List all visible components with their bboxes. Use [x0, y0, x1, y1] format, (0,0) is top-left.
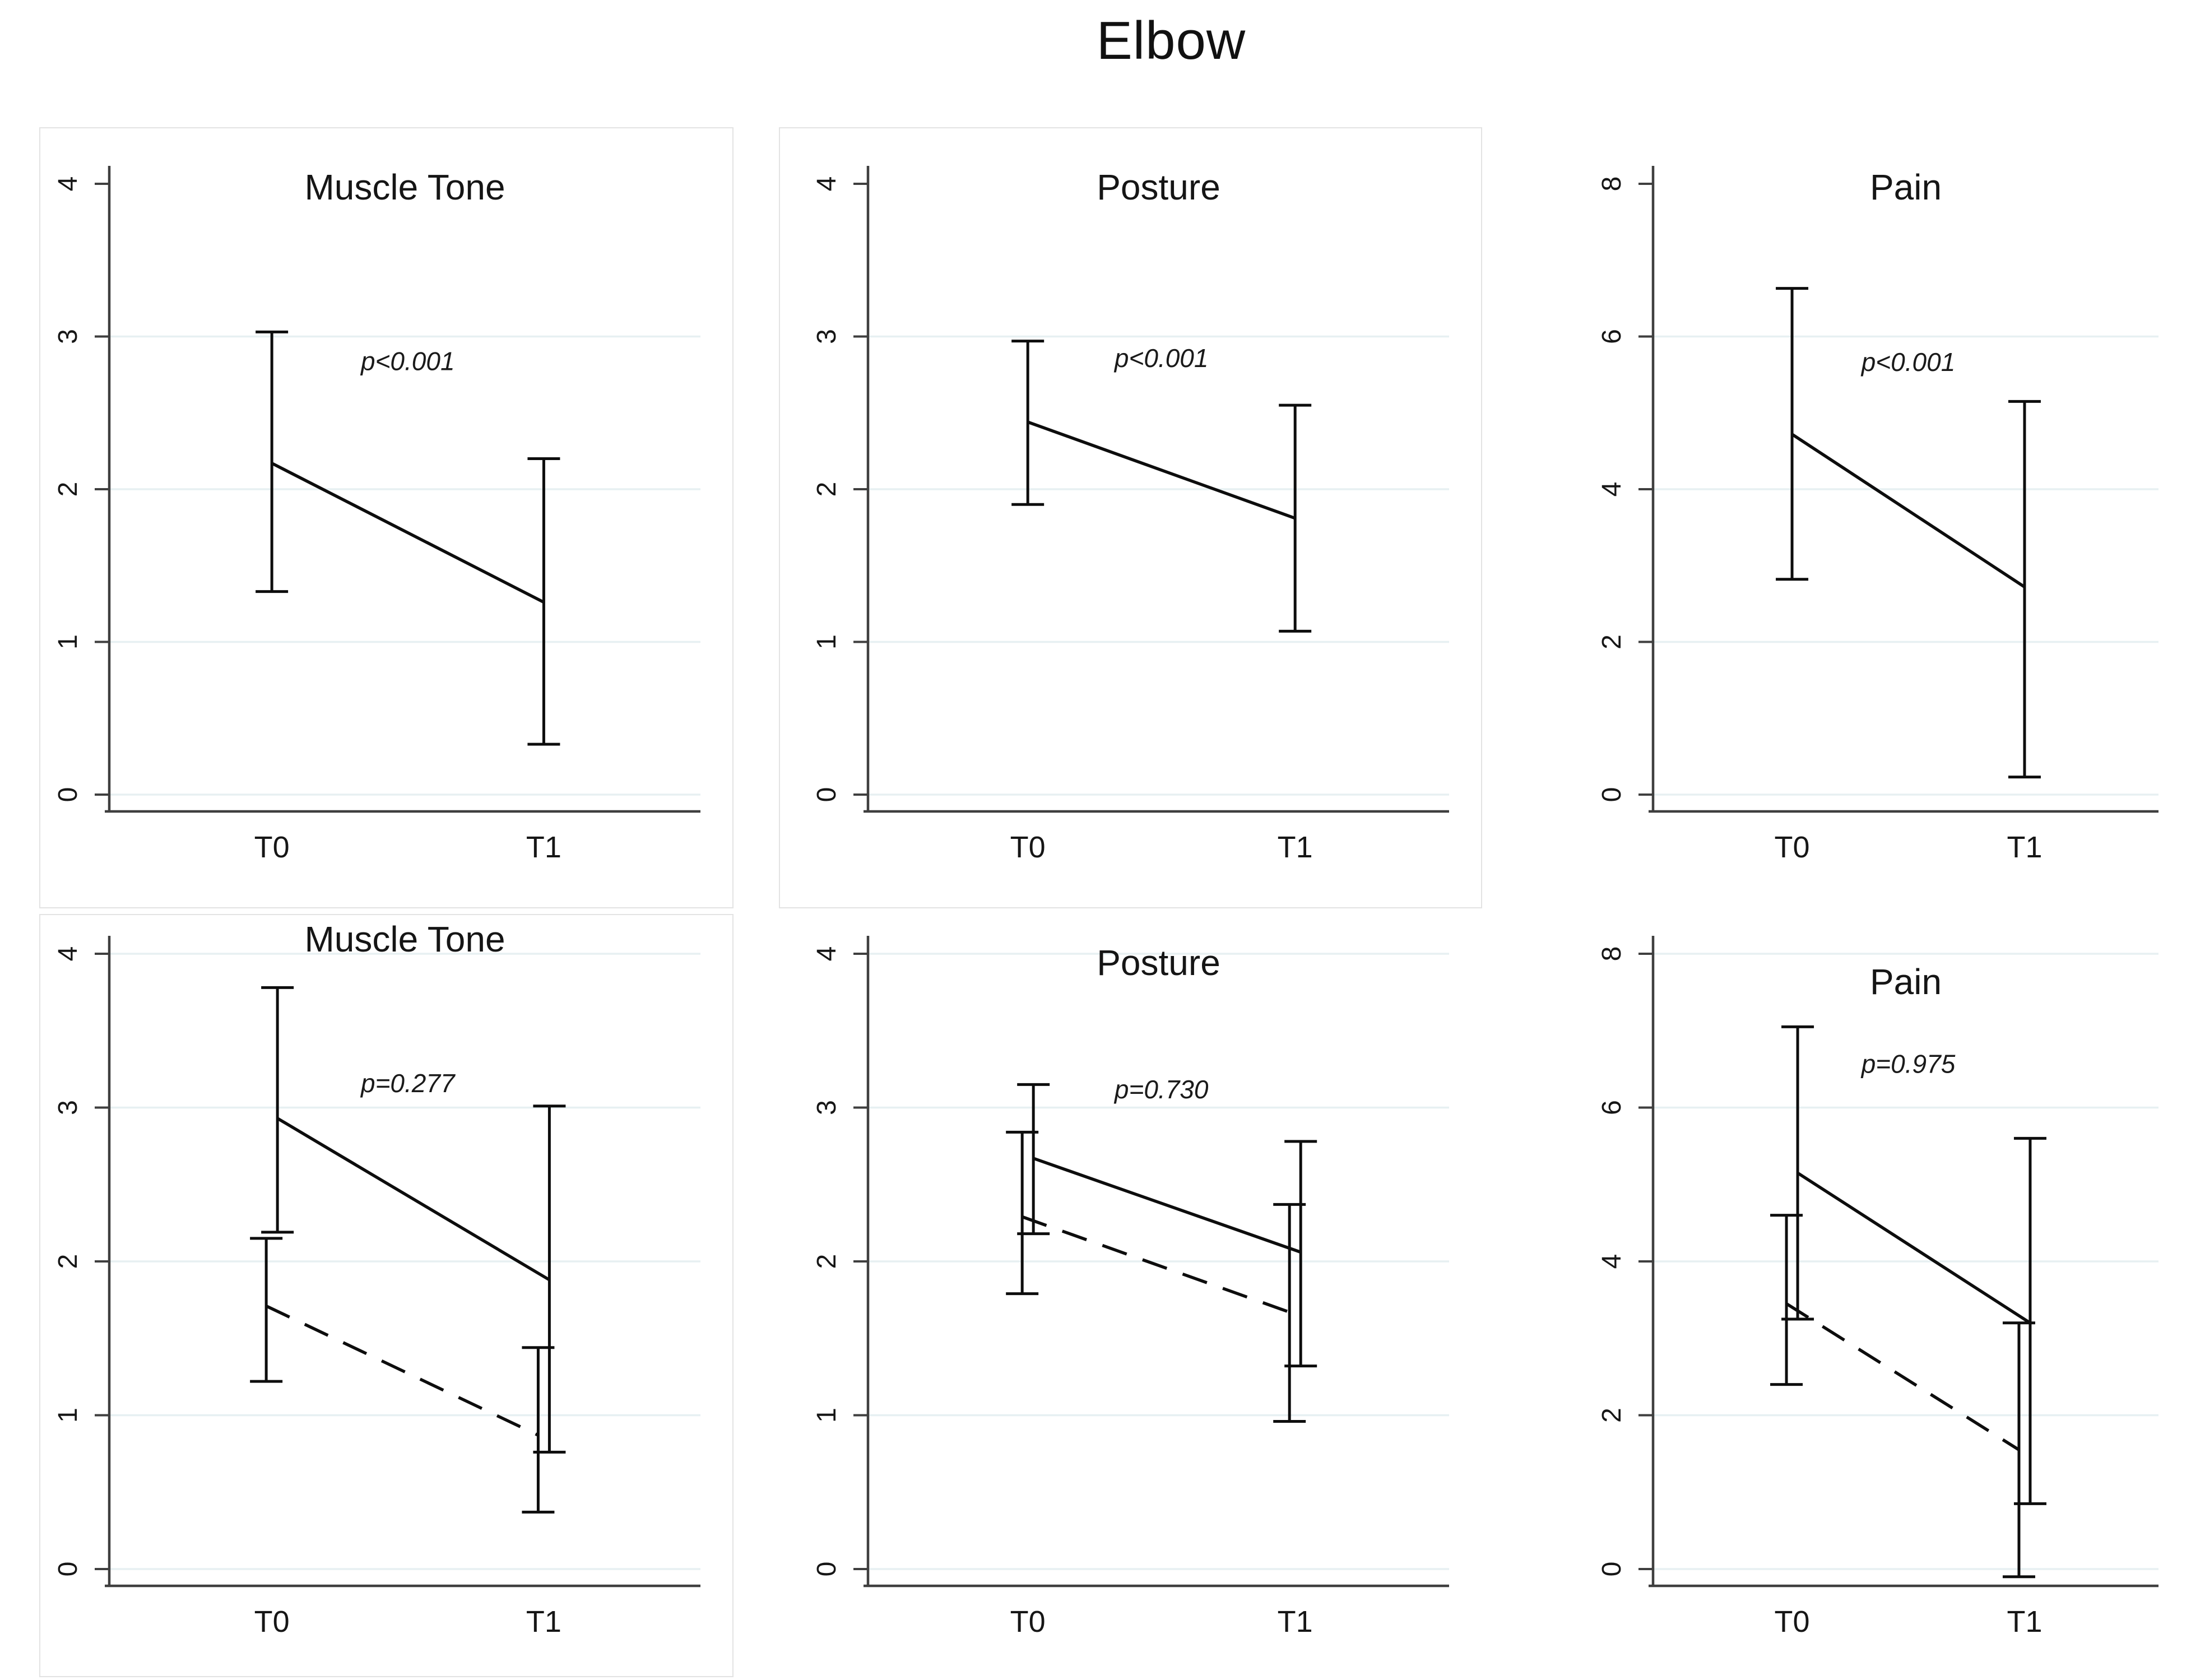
series-line-solid [276, 1117, 550, 1282]
panel-pain-top: 0 2 4 6 8 T0 T1 Pain p<0.001 [1588, 128, 2191, 908]
panel-title: Muscle Tone [304, 919, 505, 959]
chart-pain-bottom: 0 2 4 6 8 T0 T1 Pain p=0.975 [1597, 936, 2158, 1639]
y-tick-label: 3 [53, 329, 83, 344]
series-line-dashed [1785, 1302, 2020, 1451]
series-line-solid [1797, 1171, 2031, 1325]
y-tick-label: 0 [1597, 1562, 1627, 1577]
error-bar-solid-T0 [256, 330, 289, 593]
y-tick-label: 0 [1597, 787, 1627, 802]
y-tick-label: 1 [812, 1408, 842, 1423]
x-tick-label: T0 [1775, 830, 1810, 864]
p-value-label: p=0.730 [1113, 1075, 1209, 1104]
y-tick-label: 1 [812, 634, 842, 649]
y-tick-label: 3 [812, 329, 842, 344]
y-tick-label: 4 [812, 177, 842, 192]
chart-posture-bottom: 0 1 2 3 4 T0 T1 Posture p=0.730 [812, 936, 1449, 1639]
y-tick-label: 4 [1597, 482, 1627, 497]
y-tick-label: 8 [1597, 946, 1627, 962]
x-tick-label: T0 [1775, 1605, 1810, 1639]
chart-muscle-tone-top: 0 1 2 3 4 T0 T1 Muscle Tone p<0.001 [53, 166, 700, 864]
y-tick-label: 2 [812, 482, 842, 497]
y-tick-label: 8 [1597, 177, 1627, 192]
p-value-label: p<0.001 [1113, 344, 1209, 373]
error-bar-dashed-T1 [2002, 1321, 2035, 1579]
y-tick-label: 2 [1597, 634, 1627, 649]
error-bar-solid-T1 [1279, 403, 1312, 633]
panel-title: Posture [1097, 943, 1220, 983]
x-tick-label: T0 [254, 1605, 290, 1639]
y-tick-label: 4 [812, 946, 842, 962]
p-value-label: p=0.975 [1860, 1050, 1956, 1079]
error-bar-dashed-T0 [250, 1237, 283, 1383]
panel-title: Muscle Tone [304, 167, 505, 207]
figure-title: Elbow [1096, 11, 1246, 71]
panel-title: Pain [1870, 962, 1942, 1002]
x-tick-label: T1 [2007, 830, 2042, 864]
panel-pain-bottom: 0 2 4 6 8 T0 T1 Pain p=0.975 [1588, 915, 2191, 1677]
error-bar-dashed-T0 [1770, 1214, 1803, 1386]
error-bar-solid-T1 [2008, 400, 2041, 779]
error-bar-solid-T1 [527, 457, 560, 746]
error-bar-dashed-T1 [522, 1346, 555, 1514]
series-line-solid [271, 462, 545, 604]
x-tick-label: T0 [254, 830, 290, 864]
series-line-solid [1027, 420, 1296, 520]
y-tick-label: 0 [812, 1562, 842, 1577]
x-tick-label: T1 [526, 1605, 561, 1639]
panel-muscle-tone-top: 0 1 2 3 4 T0 T1 Muscle Tone p<0.001 [39, 127, 734, 908]
y-tick-label: 1 [53, 1408, 83, 1423]
y-tick-label: 2 [812, 1254, 842, 1269]
panel-muscle-tone-bottom: 0 1 2 3 4 T0 T1 Muscle Tone p=0.277 [39, 914, 734, 1677]
y-tick-label: 1 [53, 634, 83, 649]
y-tick-label: 4 [53, 946, 83, 962]
panel-title: Pain [1870, 167, 1942, 207]
chart-posture-top: 0 1 2 3 4 T0 T1 Posture p<0.001 [812, 166, 1449, 864]
y-tick-label: 2 [53, 482, 83, 497]
y-tick-label: 6 [1597, 329, 1627, 344]
y-tick-label: 2 [1597, 1408, 1627, 1423]
error-bar-solid-T0 [1776, 287, 1809, 581]
series-line-dashed [265, 1305, 539, 1437]
y-tick-label: 0 [812, 787, 842, 802]
y-tick-label: 4 [53, 177, 83, 192]
x-tick-label: T0 [1010, 1605, 1046, 1639]
error-bar-solid-T0 [1011, 340, 1045, 506]
y-tick-label: 0 [53, 787, 83, 802]
x-tick-label: T1 [1278, 830, 1313, 864]
y-tick-label: 6 [1597, 1100, 1627, 1115]
panel-posture-bottom: 0 1 2 3 4 T0 T1 Posture p=0.730 [779, 915, 1482, 1677]
error-bar-dashed-T0 [1006, 1130, 1039, 1296]
error-bar-dashed-T1 [1273, 1203, 1306, 1423]
p-value-label: p<0.001 [1860, 347, 1956, 377]
p-value-label: p=0.277 [360, 1069, 456, 1098]
series-line-dashed [1022, 1215, 1291, 1314]
error-bar-solid-T0 [261, 986, 294, 1234]
p-value-label: p<0.001 [360, 346, 455, 375]
series-line-solid [1033, 1157, 1302, 1254]
x-tick-label: T0 [1010, 830, 1046, 864]
chart-muscle-tone-bottom: 0 1 2 3 4 T0 T1 Muscle Tone p=0.277 [53, 919, 700, 1639]
y-tick-label: 3 [53, 1100, 83, 1115]
y-tick-label: 4 [1597, 1254, 1627, 1269]
series-line-solid [1791, 433, 2026, 588]
y-tick-label: 0 [53, 1562, 83, 1577]
panel-posture-top: 0 1 2 3 4 T0 T1 Posture p<0.001 [779, 127, 1482, 908]
chart-pain-top: 0 2 4 6 8 T0 T1 Pain p<0.001 [1597, 166, 2158, 864]
panel-title: Posture [1097, 167, 1220, 207]
y-tick-label: 3 [812, 1100, 842, 1115]
x-tick-label: T1 [2007, 1605, 2042, 1639]
x-tick-label: T1 [1278, 1605, 1313, 1639]
y-tick-label: 2 [53, 1254, 83, 1269]
x-tick-label: T1 [526, 830, 561, 864]
